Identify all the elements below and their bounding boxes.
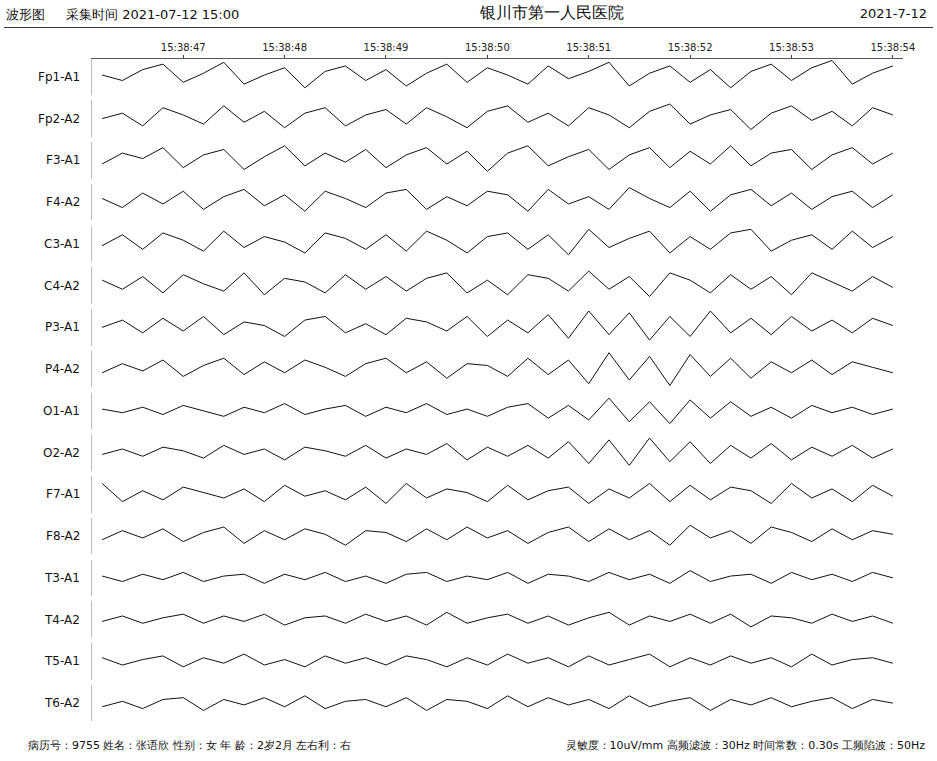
svg-text:Fp1-A1: Fp1-A1	[38, 70, 80, 84]
svg-text:F4-A2: F4-A2	[46, 195, 80, 209]
svg-text:C4-A2: C4-A2	[44, 279, 80, 293]
svg-text:Fp2-A2: Fp2-A2	[38, 112, 80, 126]
svg-text:15:38:52: 15:38:52	[668, 42, 713, 53]
svg-text:15:38:49: 15:38:49	[364, 42, 409, 53]
svg-text:O2-A2: O2-A2	[43, 446, 80, 460]
svg-text:15:38:47: 15:38:47	[161, 42, 206, 53]
html-text:波形图: 波形图	[6, 7, 45, 22]
html-text:病历号：9755 姓名：张语欣 性别：女 年 龄：2岁2月: 病历号：9755 姓名：张语欣 性别：女 年 龄：2岁2月 左右利：右	[28, 739, 352, 752]
svg-text:P4-A2: P4-A2	[45, 362, 80, 376]
svg-text:C3-A1: C3-A1	[44, 237, 80, 251]
svg-text:T6-A2: T6-A2	[44, 696, 80, 710]
svg-text:15:38:48: 15:38:48	[262, 42, 307, 53]
html-text:灵敏度：10uV/mm 高频滤波：30Hz 时间常数：0.3: 灵敏度：10uV/mm 高频滤波：30Hz 时间常数：0.30s 工频陷波：50…	[565, 739, 925, 752]
html-text:采集时间 2021-07-12 15:00: 采集时间 2021-07-12 15:00	[66, 7, 240, 22]
svg-text:15:38:53: 15:38:53	[769, 42, 814, 53]
svg-text:15:38:51: 15:38:51	[566, 42, 611, 53]
svg-text:T3-A1: T3-A1	[44, 571, 80, 585]
svg-text:F3-A1: F3-A1	[46, 153, 80, 167]
svg-text:15:38:54: 15:38:54	[870, 42, 915, 53]
svg-text:T5-A1: T5-A1	[44, 654, 80, 668]
svg-text:15:38:50: 15:38:50	[465, 42, 510, 53]
html-text:银川市第一人民医院: 银川市第一人民医院	[480, 3, 624, 22]
html-text:2021-7-12: 2021-7-12	[859, 6, 927, 21]
svg-text:F7-A1: F7-A1	[46, 487, 80, 501]
svg-text:F8-A2: F8-A2	[46, 529, 80, 543]
svg-text:O1-A1: O1-A1	[43, 404, 80, 418]
svg-text:P3-A1: P3-A1	[45, 320, 80, 334]
svg-text:T4-A2: T4-A2	[44, 613, 80, 627]
